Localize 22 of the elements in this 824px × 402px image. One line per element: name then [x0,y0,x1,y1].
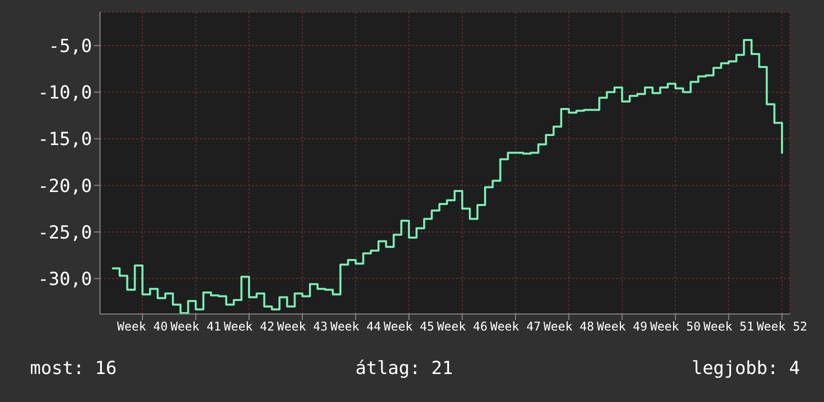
x-tick-label: Week 42 [224,320,274,334]
text: legjobb: 4 [692,358,800,379]
x-tick-label: Week 49 [596,320,648,334]
x-tick-label: Week 50 [650,320,701,334]
text: átlag: 21 [355,358,453,379]
y-tick-label: -15,0 [38,129,92,150]
x-tick-label: Week 44 [330,320,381,334]
x-tick-label: Week 47 [490,320,541,334]
y-tick-label: -30,0 [38,268,92,290]
x-tick-label: Week 52 [756,320,808,334]
x-tick-label: Week 40 [117,320,168,334]
text: most: 16 [30,358,117,379]
x-tick-label: Week 46 [436,320,488,334]
y-tick-label: -5,0 [48,36,92,57]
x-tick-label: Week 48 [544,320,594,334]
y-tick-label: -25,0 [38,222,92,244]
x-tick-label: Week 45 [384,320,434,334]
x-tick-label: Week 41 [170,320,222,334]
y-tick-label: -10,0 [38,82,92,104]
y-tick-label: -20,0 [38,176,92,197]
x-tick-label: Week 43 [277,320,328,334]
x-tick-label: Week 51 [703,320,754,334]
